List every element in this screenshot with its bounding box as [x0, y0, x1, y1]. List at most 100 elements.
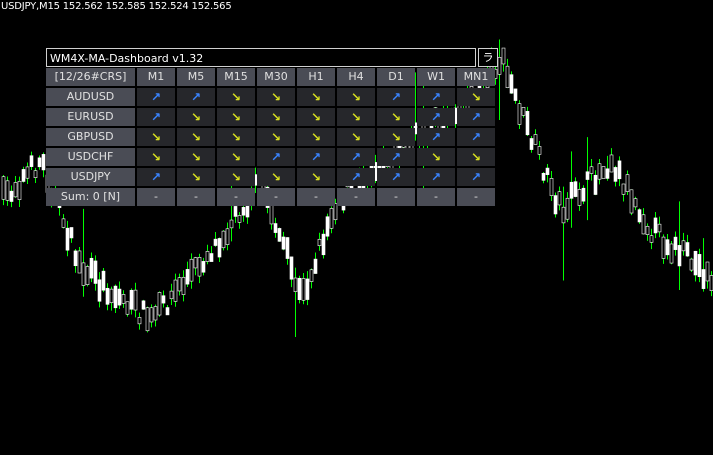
candle-body — [701, 269, 706, 289]
signal-cell[interactable]: ↘ — [377, 128, 415, 146]
signal-cell[interactable]: ↗ — [377, 148, 415, 166]
timeframe-header-w1[interactable]: W1 — [417, 68, 455, 86]
arrow-up-right-icon: ↗ — [350, 170, 362, 184]
signal-cell[interactable]: ↘ — [457, 148, 495, 166]
signal-cell[interactable]: ↗ — [337, 168, 375, 186]
sum-value: - — [457, 188, 495, 206]
signal-cell[interactable]: ↘ — [257, 88, 295, 106]
signal-cell[interactable]: ↘ — [297, 88, 335, 106]
candle-body — [241, 207, 246, 216]
symbol-label-usdjpy[interactable]: USDJPY — [46, 168, 135, 186]
candle-body — [633, 198, 638, 208]
candle-body — [65, 227, 70, 251]
signal-cell[interactable]: ↘ — [417, 148, 455, 166]
signal-cell[interactable]: ↘ — [217, 108, 255, 126]
signal-cell[interactable]: ↘ — [297, 168, 335, 186]
timeframe-header-h1[interactable]: H1 — [297, 68, 335, 86]
candle-body — [577, 189, 582, 206]
signal-cell[interactable]: ↘ — [377, 108, 415, 126]
sum-value: - — [377, 188, 415, 206]
signal-cell[interactable]: ↘ — [217, 88, 255, 106]
candle-body — [109, 288, 114, 304]
candle-body — [509, 74, 514, 94]
signal-cell[interactable]: ↘ — [177, 168, 215, 186]
candle-body — [629, 189, 634, 214]
timeframe-header-h4[interactable]: H4 — [337, 68, 375, 86]
signal-cell[interactable]: ↗ — [417, 128, 455, 146]
timeframe-header-d1[interactable]: D1 — [377, 68, 415, 86]
signal-cell[interactable]: ↘ — [137, 148, 175, 166]
symbol-label-eurusd[interactable]: EURUSD — [46, 108, 135, 126]
timeframe-header-m5[interactable]: M5 — [177, 68, 215, 86]
timeframe-header-m1[interactable]: M1 — [137, 68, 175, 86]
signal-cell[interactable]: ↘ — [177, 128, 215, 146]
candle-body — [209, 253, 214, 262]
arrow-up-right-icon: ↗ — [430, 130, 442, 144]
timeframe-header-mn1[interactable]: MN1 — [457, 68, 495, 86]
minimize-button[interactable]: ラ — [478, 48, 498, 67]
arrow-down-right-icon: ↘ — [270, 170, 282, 184]
signal-cell[interactable]: ↗ — [297, 148, 335, 166]
candle-body — [565, 197, 570, 220]
signal-cell[interactable]: ↗ — [337, 148, 375, 166]
signal-cell[interactable]: ↘ — [177, 108, 215, 126]
signal-cell[interactable]: ↗ — [417, 108, 455, 126]
candle-body — [137, 317, 142, 325]
arrow-up-right-icon: ↗ — [470, 110, 482, 124]
dashboard-title[interactable]: WM4X-MA-Dashboard v1.32 — [46, 48, 476, 67]
signal-cell[interactable]: ↘ — [137, 128, 175, 146]
timeframe-header-m15[interactable]: M15 — [217, 68, 255, 86]
signal-cell[interactable]: ↗ — [457, 168, 495, 186]
arrow-down-right-icon: ↘ — [270, 90, 282, 104]
signal-cell[interactable]: ↘ — [177, 148, 215, 166]
signal-cell[interactable]: ↗ — [417, 88, 455, 106]
arrow-up-right-icon: ↗ — [190, 90, 202, 104]
signal-cell[interactable]: ↘ — [257, 108, 295, 126]
arrow-down-right-icon: ↘ — [270, 130, 282, 144]
symbol-label-gbpusd[interactable]: GBPUSD — [46, 128, 135, 146]
signal-cell[interactable]: ↘ — [337, 128, 375, 146]
signal-cell[interactable]: ↘ — [297, 128, 335, 146]
signal-cell[interactable]: ↘ — [337, 88, 375, 106]
candle-body — [77, 250, 82, 274]
signal-cell[interactable]: ↗ — [137, 88, 175, 106]
signal-cell[interactable]: ↘ — [217, 168, 255, 186]
candle-body — [129, 289, 134, 310]
signal-cell[interactable]: ↘ — [217, 148, 255, 166]
signal-cell[interactable]: ↘ — [217, 128, 255, 146]
signal-cell[interactable]: ↘ — [297, 108, 335, 126]
signal-cell[interactable]: ↗ — [457, 128, 495, 146]
signal-cell[interactable]: ↘ — [337, 108, 375, 126]
signal-cell[interactable]: ↗ — [377, 168, 415, 186]
candle-body — [293, 277, 298, 293]
signal-cell[interactable]: ↘ — [457, 88, 495, 106]
symbol-label-usdchf[interactable]: USDCHF — [46, 148, 135, 166]
candle-body — [193, 257, 198, 269]
sum-label: Sum: 0 [N] — [46, 188, 135, 206]
candle-body — [333, 203, 338, 221]
signal-cell[interactable]: ↗ — [137, 168, 175, 186]
candle-body — [229, 219, 234, 229]
signal-cell[interactable]: ↘ — [257, 128, 295, 146]
signal-cell[interactable]: ↗ — [257, 148, 295, 166]
candle-body — [1, 176, 6, 200]
candle-body — [13, 182, 18, 198]
symbol-label-audusd[interactable]: AUDUSD — [46, 88, 135, 106]
signal-cell[interactable]: ↗ — [177, 88, 215, 106]
timeframe-header-m30[interactable]: M30 — [257, 68, 295, 86]
sum-value: - — [137, 188, 175, 206]
signal-cell[interactable]: ↗ — [377, 88, 415, 106]
signal-cell[interactable]: ↗ — [457, 108, 495, 126]
candle-body — [165, 307, 170, 316]
signal-cell[interactable]: ↗ — [417, 168, 455, 186]
candle-body — [113, 285, 118, 309]
candle-body — [125, 301, 130, 315]
candle-body — [601, 166, 606, 179]
candle-body — [33, 170, 38, 178]
candle-body — [537, 146, 542, 155]
candle-body — [17, 180, 22, 200]
signal-cell[interactable]: ↗ — [137, 108, 175, 126]
candle-body — [681, 240, 686, 252]
signal-cell[interactable]: ↘ — [257, 168, 295, 186]
candle-body — [669, 243, 674, 264]
